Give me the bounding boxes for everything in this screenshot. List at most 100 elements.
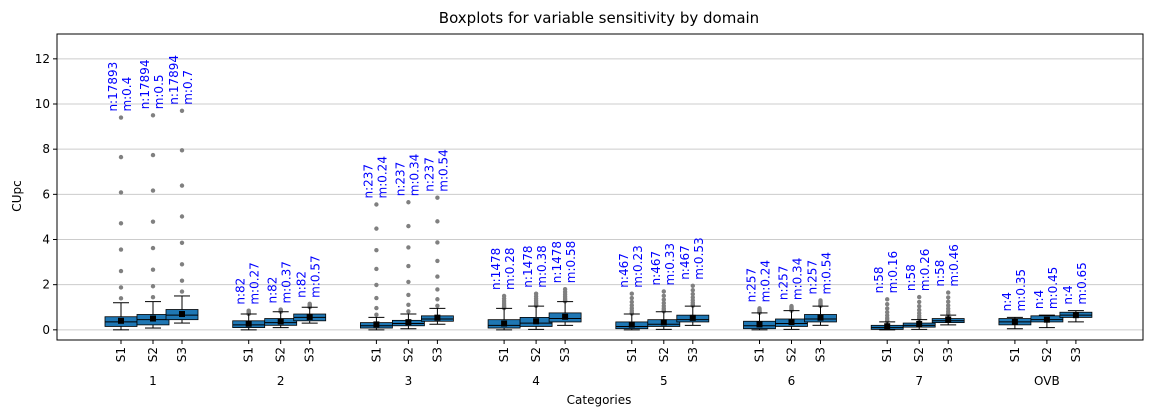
mean-marker bbox=[373, 321, 380, 328]
outlier-point bbox=[118, 221, 124, 226]
mean-marker bbox=[628, 321, 635, 328]
x-series-label: S1 bbox=[242, 347, 256, 362]
mean-marker bbox=[501, 320, 508, 327]
x-series-label: S1 bbox=[369, 347, 383, 362]
y-tick-label: 0 bbox=[42, 323, 50, 337]
x-series-label: S1 bbox=[497, 347, 511, 362]
annotation-m: m:0.24 bbox=[375, 156, 389, 198]
mean-marker bbox=[277, 318, 284, 325]
outlier-point bbox=[179, 183, 185, 188]
x-series-label: S3 bbox=[175, 347, 189, 362]
annotation-m: m:0.38 bbox=[535, 245, 549, 287]
annotation-n: n:257 bbox=[745, 268, 759, 303]
mean-marker bbox=[434, 314, 441, 321]
annotation-n: n:467 bbox=[678, 245, 692, 280]
mean-marker bbox=[945, 316, 952, 323]
outlier-point bbox=[629, 299, 634, 305]
mean-marker bbox=[884, 323, 891, 330]
outlier-point bbox=[118, 247, 124, 252]
x-series-label: S1 bbox=[625, 347, 639, 362]
annotation-n: n:237 bbox=[393, 162, 407, 197]
outlier-point bbox=[179, 289, 185, 294]
outlier-point bbox=[118, 268, 124, 274]
outlier-point bbox=[374, 226, 379, 231]
outlier-point bbox=[179, 214, 185, 219]
annotation-m: m:0.33 bbox=[663, 243, 677, 285]
x-series-label: S2 bbox=[401, 347, 415, 362]
mean-marker bbox=[533, 318, 540, 325]
x-series-label: S2 bbox=[912, 347, 926, 362]
annotation-m: m:0.5 bbox=[152, 74, 166, 109]
outlier-point bbox=[406, 309, 411, 314]
outlier-point bbox=[435, 258, 440, 264]
x-series-label: S1 bbox=[880, 347, 894, 362]
annotation-m: m:0.27 bbox=[248, 262, 262, 304]
outlier-point bbox=[150, 219, 156, 224]
outlier-point bbox=[629, 303, 634, 308]
annotation-m: m:0.45 bbox=[1046, 267, 1060, 309]
annotation-m: m:0.54 bbox=[820, 252, 834, 294]
annotation-n: n:1478 bbox=[521, 246, 535, 288]
annotation-m: m:0.7 bbox=[181, 70, 195, 105]
annotation-m: m:0.16 bbox=[886, 251, 900, 293]
category-label: 4 bbox=[532, 374, 540, 388]
y-tick-label: 6 bbox=[42, 187, 50, 201]
outlier-point bbox=[406, 279, 411, 285]
outlier-point bbox=[150, 113, 156, 118]
mean-marker bbox=[660, 319, 667, 326]
annotation-n: n:1478 bbox=[489, 248, 503, 290]
annotation-m: m:0.28 bbox=[503, 248, 517, 290]
annotation-n: n:82 bbox=[234, 278, 248, 305]
outlier-point bbox=[885, 297, 890, 302]
axes-layer: 0 2 4 6 8 10 12 S1 S2 S3 1 S1 S2 S3 2 S1 S2 S3 3 S1 S2 S3 4 S1 S… bbox=[35, 33, 1144, 388]
annotation-m: m:0.58 bbox=[564, 241, 578, 283]
x-series-label: S2 bbox=[785, 347, 799, 362]
outlier-point bbox=[307, 301, 312, 307]
outlier-point bbox=[179, 240, 185, 245]
outlier-point bbox=[917, 304, 922, 309]
outlier-point bbox=[757, 306, 762, 311]
x-series-label: S3 bbox=[686, 347, 700, 362]
outlier-point bbox=[118, 154, 124, 160]
x-series-label: S2 bbox=[146, 347, 160, 362]
mean-marker bbox=[150, 315, 156, 322]
annotation-m: m:0.53 bbox=[692, 237, 706, 279]
outlier-point bbox=[118, 190, 124, 195]
outlier-point bbox=[917, 310, 922, 316]
x-series-label: S3 bbox=[303, 347, 317, 362]
outlier-point bbox=[533, 291, 539, 296]
chart-title: Boxplots for variable sensitivity by dom… bbox=[439, 9, 759, 27]
annotation-n: n:237 bbox=[361, 164, 375, 199]
outlier-point bbox=[885, 306, 890, 311]
outlier-point bbox=[946, 303, 951, 308]
mean-marker bbox=[1072, 312, 1079, 319]
x-series-label: S3 bbox=[814, 347, 828, 362]
annotation-n: n:467 bbox=[649, 251, 663, 286]
x-series-label: S3 bbox=[430, 347, 444, 362]
outlier-point bbox=[885, 301, 890, 307]
outlier-point bbox=[406, 223, 411, 229]
outlier-point bbox=[150, 188, 156, 193]
mean-marker bbox=[245, 320, 252, 327]
mean-marker bbox=[689, 314, 696, 321]
outlier-point bbox=[118, 296, 124, 301]
outlier-point bbox=[917, 299, 922, 305]
outlier-point bbox=[179, 148, 185, 153]
annotation-n: n:17893 bbox=[106, 62, 120, 112]
mean-marker bbox=[788, 319, 795, 326]
annotation-m: m:0.65 bbox=[1075, 262, 1089, 304]
y-tick-label: 2 bbox=[42, 278, 50, 292]
outlier-point bbox=[435, 297, 440, 302]
mean-marker bbox=[916, 320, 923, 327]
mean-marker bbox=[118, 317, 124, 324]
outlier-point bbox=[661, 293, 666, 298]
boxes-layer bbox=[104, 108, 1093, 331]
annotation-n: n:17894 bbox=[167, 55, 181, 105]
x-series-label: S1 bbox=[114, 347, 128, 362]
outlier-point bbox=[435, 287, 440, 292]
outlier-point bbox=[150, 294, 156, 300]
outlier-point bbox=[946, 290, 951, 295]
outlier-point bbox=[435, 240, 440, 245]
annotation-m: m:0.23 bbox=[631, 245, 645, 287]
